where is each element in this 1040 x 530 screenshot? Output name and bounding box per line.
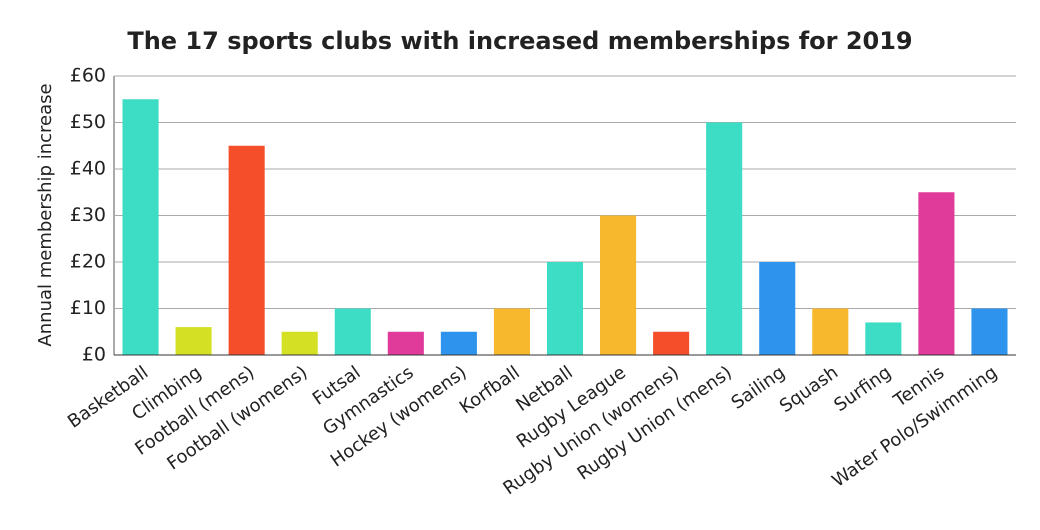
bar [971, 308, 1008, 355]
bar [706, 122, 743, 355]
y-tick-label: £20 [70, 251, 106, 273]
x-tick-label: Squash [776, 362, 842, 417]
bar [122, 99, 159, 355]
y-axis-label: Annual membership increase [35, 83, 56, 346]
y-tick-label: £30 [70, 204, 106, 226]
bar [228, 145, 265, 355]
y-tick-label: £10 [70, 297, 106, 319]
y-tick-label: £50 [70, 111, 106, 133]
bar [334, 308, 371, 355]
bar [493, 308, 530, 355]
bar [546, 262, 584, 355]
bar [812, 308, 849, 355]
bar [281, 331, 318, 355]
bar [653, 331, 690, 355]
chart-title: The 17 sports clubs with increased membe… [127, 27, 912, 55]
x-tick-label: Korfball [456, 362, 524, 418]
bar [387, 331, 424, 355]
bar [918, 192, 955, 355]
bar [175, 327, 212, 355]
y-tick-label: £40 [70, 158, 106, 180]
y-tick-label: £60 [70, 65, 106, 87]
bar [865, 322, 902, 355]
bar [600, 215, 637, 355]
bar [759, 262, 796, 355]
x-tick-label: Surfing [830, 362, 895, 416]
bar [440, 331, 477, 355]
y-tick-label: £0 [82, 344, 106, 366]
